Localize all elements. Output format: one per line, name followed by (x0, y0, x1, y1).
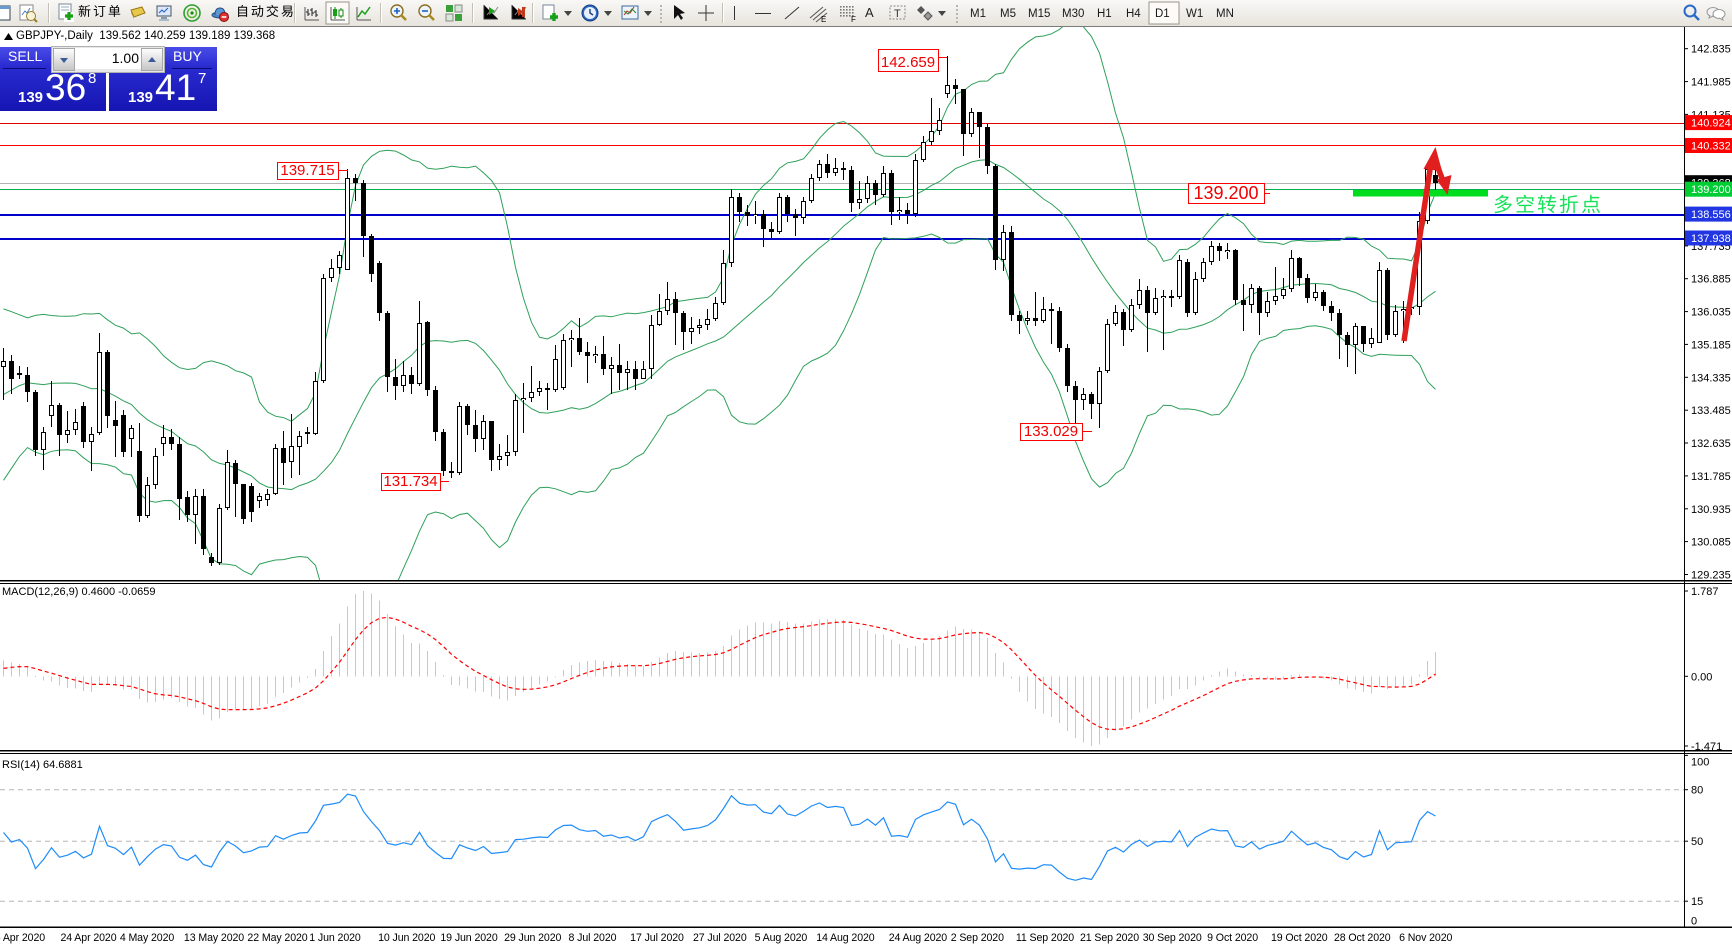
svg-text:M1: M1 (970, 8, 986, 20)
svg-text:17 Jul 2020: 17 Jul 2020 (630, 932, 684, 944)
svg-text:140.924: 140.924 (1691, 118, 1731, 130)
svg-text:131.734: 131.734 (383, 473, 437, 490)
svg-text:134.335: 134.335 (1691, 372, 1731, 384)
svg-text:T: T (894, 8, 901, 20)
svg-text:E: E (821, 15, 826, 24)
svg-text:-1.471: -1.471 (1691, 741, 1722, 753)
svg-text:1.787: 1.787 (1691, 586, 1719, 598)
svg-text:8 Jul 2020: 8 Jul 2020 (569, 932, 617, 944)
svg-text:139.200: 139.200 (1691, 184, 1731, 196)
svg-text:24 Aug 2020: 24 Aug 2020 (889, 932, 948, 944)
svg-text:6 Nov 2020: 6 Nov 2020 (1399, 932, 1452, 944)
svg-text:50: 50 (1691, 836, 1703, 848)
svg-text:30 Sep 2020: 30 Sep 2020 (1143, 932, 1202, 944)
svg-text:11 Sep 2020: 11 Sep 2020 (1016, 932, 1074, 944)
svg-text:2 Sep 2020: 2 Sep 2020 (951, 932, 1004, 944)
svg-text:130.935: 130.935 (1691, 504, 1731, 516)
svg-text:129.235: 129.235 (1691, 570, 1731, 582)
svg-text:15 Apr 2020: 15 Apr 2020 (0, 932, 45, 944)
svg-text:131.785: 131.785 (1691, 471, 1731, 483)
svg-text:22 May 2020: 22 May 2020 (247, 932, 307, 944)
svg-text:4 May 2020: 4 May 2020 (120, 932, 175, 944)
svg-text:27 Jul 2020: 27 Jul 2020 (693, 932, 747, 944)
svg-text:9 Oct 2020: 9 Oct 2020 (1207, 932, 1258, 944)
svg-text:80: 80 (1691, 785, 1703, 797)
svg-text:139.200: 139.200 (1193, 183, 1258, 203)
svg-text:19 Jun 2020: 19 Jun 2020 (440, 932, 497, 944)
svg-text:136.035: 136.035 (1691, 307, 1731, 319)
svg-text:15: 15 (1691, 896, 1703, 908)
svg-text:H4: H4 (1126, 8, 1141, 20)
svg-text:M15: M15 (1028, 8, 1050, 20)
svg-text:M30: M30 (1062, 8, 1084, 20)
svg-text:13 May 2020: 13 May 2020 (184, 932, 244, 944)
svg-text:136.885: 136.885 (1691, 274, 1731, 286)
svg-text:28 Oct 2020: 28 Oct 2020 (1334, 932, 1391, 944)
svg-text:MN: MN (1216, 8, 1234, 20)
svg-text:W1: W1 (1186, 8, 1203, 20)
svg-text:0.00: 0.00 (1691, 671, 1712, 683)
svg-text:0: 0 (1691, 915, 1697, 927)
svg-text:H1: H1 (1097, 8, 1112, 20)
svg-text:133.485: 133.485 (1691, 405, 1731, 417)
svg-text:A: A (865, 5, 874, 20)
svg-text:141.985: 141.985 (1691, 77, 1731, 89)
svg-text:5 Aug 2020: 5 Aug 2020 (755, 932, 808, 944)
svg-text:M5: M5 (1000, 8, 1016, 20)
svg-text:10 Jun 2020: 10 Jun 2020 (378, 932, 435, 944)
svg-text:F: F (851, 15, 856, 24)
svg-text:130.085: 130.085 (1691, 537, 1731, 549)
svg-text:MACD(12,26,9) 0.4600 -0.0659: MACD(12,26,9) 0.4600 -0.0659 (2, 586, 155, 598)
svg-text:137.938: 137.938 (1691, 233, 1731, 245)
svg-text:142.835: 142.835 (1691, 44, 1731, 56)
svg-text:24 Apr 2020: 24 Apr 2020 (60, 932, 116, 944)
svg-text:142.659: 142.659 (881, 54, 935, 71)
svg-text:100: 100 (1691, 757, 1709, 769)
svg-text:138.556: 138.556 (1691, 209, 1731, 221)
svg-text:14 Aug 2020: 14 Aug 2020 (816, 932, 875, 944)
svg-text:133.029: 133.029 (1024, 423, 1078, 440)
svg-text:132.635: 132.635 (1691, 438, 1731, 450)
svg-text:135.185: 135.185 (1691, 339, 1731, 351)
svg-text:29 Jun 2020: 29 Jun 2020 (504, 932, 561, 944)
svg-text:139.715: 139.715 (280, 162, 334, 179)
svg-text:21 Sep 2020: 21 Sep 2020 (1080, 932, 1139, 944)
svg-text:D1: D1 (1155, 8, 1170, 20)
svg-text:1 Jun 2020: 1 Jun 2020 (309, 932, 361, 944)
svg-text:19 Oct 2020: 19 Oct 2020 (1271, 932, 1328, 944)
svg-text:140.332: 140.332 (1691, 141, 1731, 153)
svg-text:RSI(14) 64.6881: RSI(14) 64.6881 (2, 759, 83, 771)
